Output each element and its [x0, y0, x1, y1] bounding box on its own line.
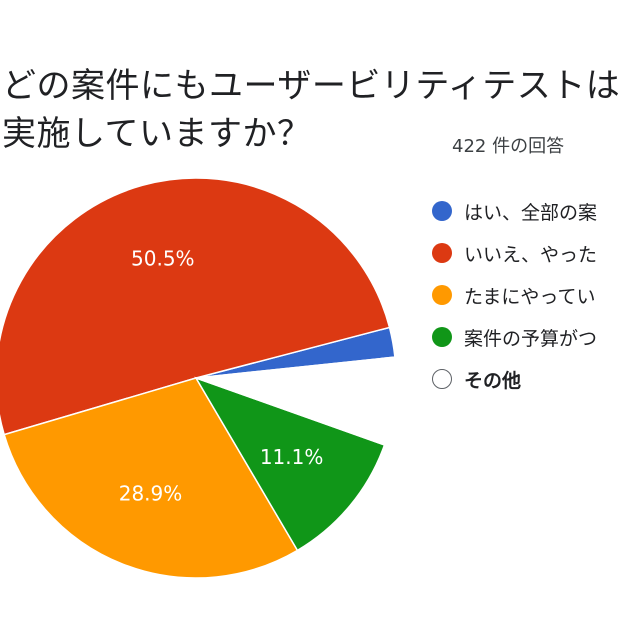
- pie-slice-other[interactable]: [195, 356, 397, 446]
- title-line-1: どの案件にもユーザービリティテストは: [2, 66, 621, 106]
- legend-item-budget[interactable]: 案件の予算がつ: [432, 322, 597, 352]
- pie-labels: 50.5% 28.9% 11.1%: [119, 247, 324, 506]
- legend-label-no: いいえ、やった: [464, 243, 598, 266]
- legend-item-no[interactable]: いいえ、やった: [432, 238, 597, 268]
- pie-label-no: 50.5%: [131, 247, 195, 271]
- legend-swatch-sometimes: [432, 285, 452, 305]
- legend-label-sometimes: たまにやってい: [464, 285, 596, 308]
- legend-swatch-budget: [432, 327, 452, 347]
- legend-swatch-no: [432, 243, 452, 263]
- legend-item-yes-all[interactable]: はい、全部の案: [432, 196, 597, 226]
- legend-label-budget: 案件の予算がつ: [464, 327, 598, 350]
- chart-title: どの案件にもユーザービリティテストは 実施していますか？: [2, 62, 620, 158]
- legend-item-other[interactable]: その他: [432, 364, 597, 394]
- pie-label-budget: 11.1%: [260, 445, 324, 469]
- response-count: 422 件の回答: [452, 136, 565, 157]
- pie-slice-no[interactable]: [0, 177, 391, 436]
- legend-label-other: その他: [464, 369, 522, 392]
- legend-item-sometimes[interactable]: たまにやってい: [432, 280, 597, 310]
- legend-swatch-other: [432, 369, 452, 389]
- legend-swatch-yes-all: [432, 201, 452, 221]
- chart-legend: はい、全部の案 いいえ、やった たまにやってい 案件の予算がつ その他: [432, 196, 597, 406]
- legend-label-yes-all: はい、全部の案: [464, 201, 598, 224]
- pie-slices: [0, 177, 397, 579]
- pie-slice-sometimes[interactable]: [3, 377, 299, 579]
- title-line-2: 実施していますか？: [2, 114, 312, 154]
- pie-label-sometimes: 28.9%: [119, 481, 183, 505]
- pie-slice-budget[interactable]: [194, 376, 386, 552]
